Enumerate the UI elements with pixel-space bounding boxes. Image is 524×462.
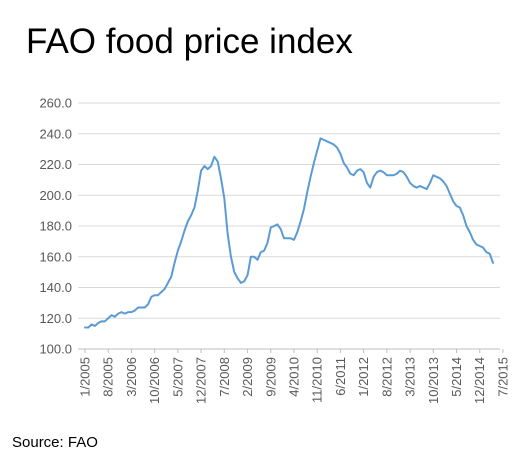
x-tick-label: 2/2009	[240, 357, 255, 397]
x-tick-label: 3/2006	[124, 357, 139, 397]
x-tick-label: 6/2011	[333, 357, 348, 396]
y-tick-label: 200.0	[39, 188, 72, 203]
gridlines	[78, 102, 500, 319]
x-tick-label: 7/2008	[217, 357, 232, 397]
y-tick-label: 100.0	[39, 342, 72, 357]
x-tick-label: 11/2010	[310, 357, 325, 403]
x-tick-label: 5/2007	[170, 357, 185, 397]
y-axis-tick-labels: 100.0 120.0 140.0 160.0 180.0 200.0 220.0 240.0…	[39, 96, 72, 357]
x-tick-label: 8/2012	[379, 357, 394, 397]
x-tick-label: 12/2014	[472, 357, 487, 404]
series-layer	[84, 137, 494, 329]
y-tick-label: 140.0	[39, 280, 72, 295]
y-tick-label: 120.0	[39, 311, 72, 326]
y-tick-label: 180.0	[39, 219, 72, 234]
x-tick-label: 9/2009	[263, 357, 278, 397]
source-note: Source: FAO	[12, 434, 98, 451]
x-tick-label: 7/2015	[495, 357, 510, 397]
x-axis	[78, 348, 504, 353]
y-tick-label: 260.0	[39, 96, 72, 111]
x-tick-label: 12/2007	[194, 357, 209, 404]
x-tick-label: 8/2005	[101, 357, 116, 397]
y-tick-label: 160.0	[39, 249, 72, 264]
y-tick-label: 220.0	[39, 157, 72, 172]
series-line	[84, 137, 494, 329]
x-tick-label: 3/2013	[403, 357, 418, 397]
x-tick-label: 5/2014	[449, 357, 464, 397]
x-tick-label: 10/2006	[147, 357, 162, 404]
x-axis-tick-labels: 1/2005 8/2005 3/2006 10/2006 5/2007 12/2007 7/…	[78, 357, 511, 404]
y-tick-label: 240.0	[39, 126, 72, 141]
x-tick-label: 4/2010	[286, 357, 301, 397]
x-tick-label: 1/2005	[78, 357, 93, 397]
x-tick-label: 1/2012	[356, 357, 371, 397]
x-tick-label: 10/2013	[426, 357, 441, 404]
chart-title: FAO food price index	[26, 22, 353, 61]
